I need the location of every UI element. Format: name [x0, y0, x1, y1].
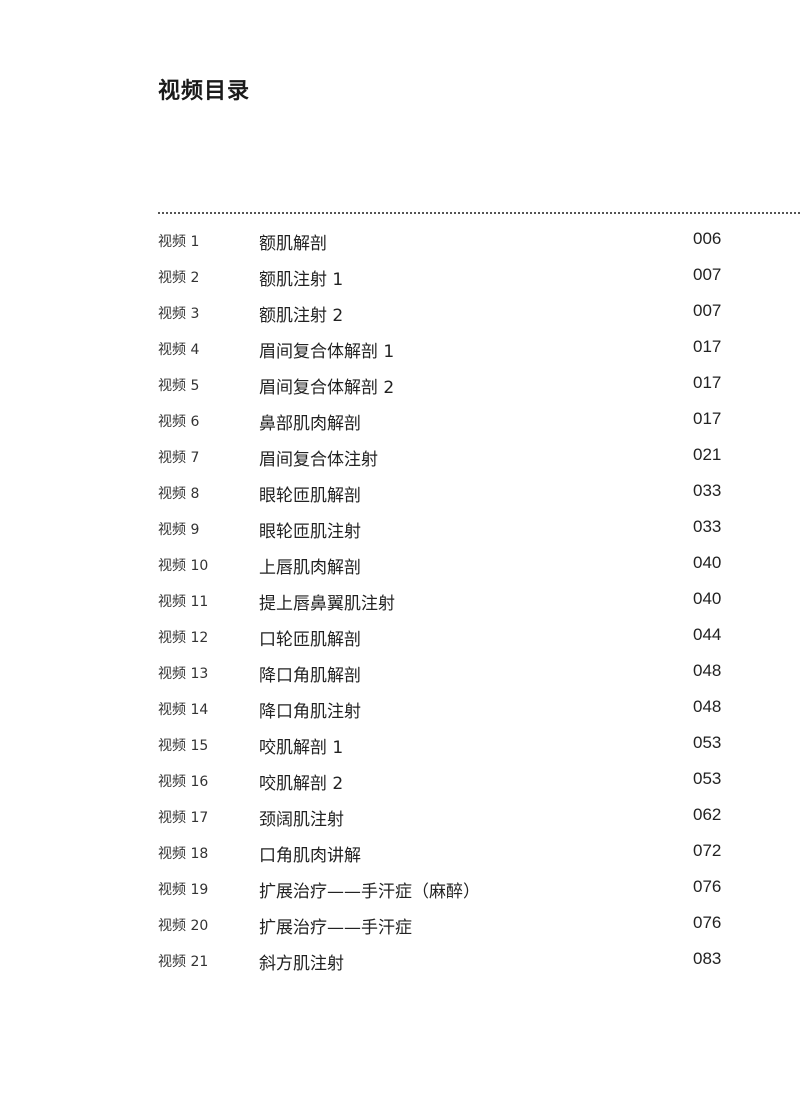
toc-entry[interactable]: 视频 19 扩展治疗——手汗症（麻醉） 076: [0, 870, 800, 906]
video-number: 视频 16: [158, 774, 209, 790]
video-title: 额肌注射 1: [259, 270, 344, 290]
toc-entry[interactable]: 视频 6 鼻部肌肉解剖 017: [0, 402, 800, 438]
toc-entry[interactable]: 视频 3 额肌注射 2 007: [0, 294, 800, 330]
page-number: 076: [693, 913, 722, 932]
toc-entry[interactable]: 视频 5 眉间复合体解剖 2 017: [0, 366, 800, 402]
video-title: 口轮匝肌解剖: [259, 630, 361, 650]
video-title: 口角肌肉讲解: [259, 846, 361, 866]
video-title: 眼轮匝肌解剖: [259, 486, 361, 506]
toc-entry[interactable]: 视频 8 眼轮匝肌解剖 033: [0, 474, 800, 510]
video-title: 颈阔肌注射: [259, 810, 344, 830]
video-number: 视频 14: [158, 702, 209, 718]
toc-entry[interactable]: 视频 16 咬肌解剖 2 053: [0, 762, 800, 798]
page-number: 076: [693, 877, 722, 896]
page-number: 006: [693, 229, 722, 248]
video-toc-list: 视频 1 额肌解剖 006 视频 2 额肌注射 1 007 视频 3 额肌注射 2 007 视频 …: [0, 222, 800, 978]
toc-entry[interactable]: 视频 9 眼轮匝肌注射 033: [0, 510, 800, 546]
video-title: 额肌注射 2: [259, 306, 344, 326]
page-number: 048: [693, 661, 722, 680]
toc-entry[interactable]: 视频 12 口轮匝肌解剖 044: [0, 618, 800, 654]
toc-entry[interactable]: 视频 21 斜方肌注射 083: [0, 942, 800, 978]
video-number: 视频 21: [158, 954, 209, 970]
video-number: 视频 3: [158, 306, 200, 322]
video-title: 眼轮匝肌注射: [259, 522, 361, 542]
video-number: 视频 15: [158, 738, 209, 754]
toc-entry[interactable]: 视频 13 降口角肌解剖 048: [0, 654, 800, 690]
page-number: 040: [693, 553, 722, 572]
toc-entry[interactable]: 视频 20 扩展治疗——手汗症 076: [0, 906, 800, 942]
video-title: 扩展治疗——手汗症: [259, 918, 412, 938]
video-number: 视频 20: [158, 918, 209, 934]
video-title: 眉间复合体注射: [259, 450, 378, 470]
page-number: 033: [693, 517, 722, 536]
video-number: 视频 5: [158, 378, 200, 394]
video-number: 视频 17: [158, 810, 209, 826]
video-number: 视频 7: [158, 450, 200, 466]
page-number: 062: [693, 805, 722, 824]
toc-entry[interactable]: 视频 14 降口角肌注射 048: [0, 690, 800, 726]
video-title: 降口角肌注射: [259, 702, 361, 722]
page-number: 021: [693, 445, 722, 464]
page-number: 048: [693, 697, 722, 716]
video-title: 鼻部肌肉解剖: [259, 414, 361, 434]
video-title: 咬肌解剖 2: [259, 774, 344, 794]
video-number: 视频 8: [158, 486, 200, 502]
video-title: 眉间复合体解剖 2: [259, 378, 395, 398]
toc-entry[interactable]: 视频 4 眉间复合体解剖 1 017: [0, 330, 800, 366]
video-title: 上唇肌肉解剖: [259, 558, 361, 578]
page-number: 017: [693, 373, 722, 392]
video-number: 视频 19: [158, 882, 209, 898]
video-number: 视频 6: [158, 414, 200, 430]
video-title: 扩展治疗——手汗症（麻醉）: [259, 882, 480, 902]
page-title: 视频目录: [158, 79, 251, 104]
video-number: 视频 1: [158, 234, 200, 250]
page-number: 017: [693, 337, 722, 356]
toc-entry[interactable]: 视频 17 颈阔肌注射 062: [0, 798, 800, 834]
page-number: 083: [693, 949, 722, 968]
video-title: 斜方肌注射: [259, 954, 344, 974]
dotted-divider: [158, 212, 800, 214]
toc-entry[interactable]: 视频 2 额肌注射 1 007: [0, 258, 800, 294]
video-title: 降口角肌解剖: [259, 666, 361, 686]
video-number: 视频 4: [158, 342, 200, 358]
video-title: 咬肌解剖 1: [259, 738, 344, 758]
video-number: 视频 11: [158, 594, 209, 610]
page-number: 033: [693, 481, 722, 500]
video-title: 眉间复合体解剖 1: [259, 342, 395, 362]
video-title: 额肌解剖: [259, 234, 327, 254]
page-number: 017: [693, 409, 722, 428]
toc-entry[interactable]: 视频 10 上唇肌肉解剖 040: [0, 546, 800, 582]
toc-entry[interactable]: 视频 15 咬肌解剖 1 053: [0, 726, 800, 762]
video-number: 视频 2: [158, 270, 200, 286]
video-number: 视频 9: [158, 522, 200, 538]
page-number: 044: [693, 625, 722, 644]
toc-entry[interactable]: 视频 7 眉间复合体注射 021: [0, 438, 800, 474]
toc-entry[interactable]: 视频 1 额肌解剖 006: [0, 222, 800, 258]
video-number: 视频 18: [158, 846, 209, 862]
video-number: 视频 12: [158, 630, 209, 646]
page-number: 007: [693, 265, 722, 284]
page-number: 040: [693, 589, 722, 608]
video-title: 提上唇鼻翼肌注射: [259, 594, 395, 614]
page-number: 072: [693, 841, 722, 860]
video-number: 视频 13: [158, 666, 209, 682]
page-number: 007: [693, 301, 722, 320]
toc-entry[interactable]: 视频 11 提上唇鼻翼肌注射 040: [0, 582, 800, 618]
video-number: 视频 10: [158, 558, 209, 574]
page-number: 053: [693, 733, 722, 752]
page-number: 053: [693, 769, 722, 788]
toc-entry[interactable]: 视频 18 口角肌肉讲解 072: [0, 834, 800, 870]
